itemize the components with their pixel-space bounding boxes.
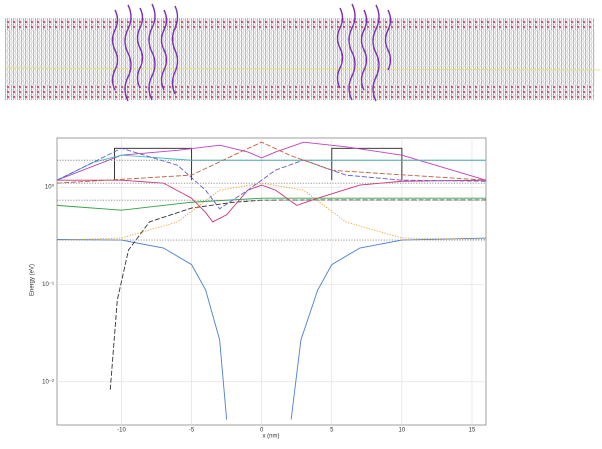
x-tick-label: 10 bbox=[399, 428, 406, 434]
series-line bbox=[56, 237, 487, 420]
membrane-image bbox=[4, 3, 601, 102]
y-tick-label: 10⁻² bbox=[42, 379, 54, 385]
x-tick-label: -5 bbox=[189, 428, 195, 434]
y-tick-label: 10⁻¹ bbox=[42, 282, 54, 288]
series-line bbox=[114, 147, 403, 181]
series-line bbox=[109, 199, 486, 390]
series-line bbox=[56, 141, 487, 184]
x-tick-label: 5 bbox=[330, 428, 334, 434]
x-tick-label: 0 bbox=[260, 428, 264, 434]
x-axis-label: x (nm) bbox=[263, 434, 280, 440]
x-tick-label: 15 bbox=[469, 428, 476, 434]
series-line bbox=[56, 182, 487, 241]
plot-frame bbox=[56, 137, 487, 426]
series-line bbox=[56, 197, 486, 211]
series-line bbox=[56, 141, 487, 181]
y-tick-label: 10⁰ bbox=[45, 184, 55, 191]
y-axis-label: Energy (eV) bbox=[30, 264, 36, 296]
series-line bbox=[56, 147, 487, 210]
x-tick-label: -10 bbox=[117, 428, 126, 434]
